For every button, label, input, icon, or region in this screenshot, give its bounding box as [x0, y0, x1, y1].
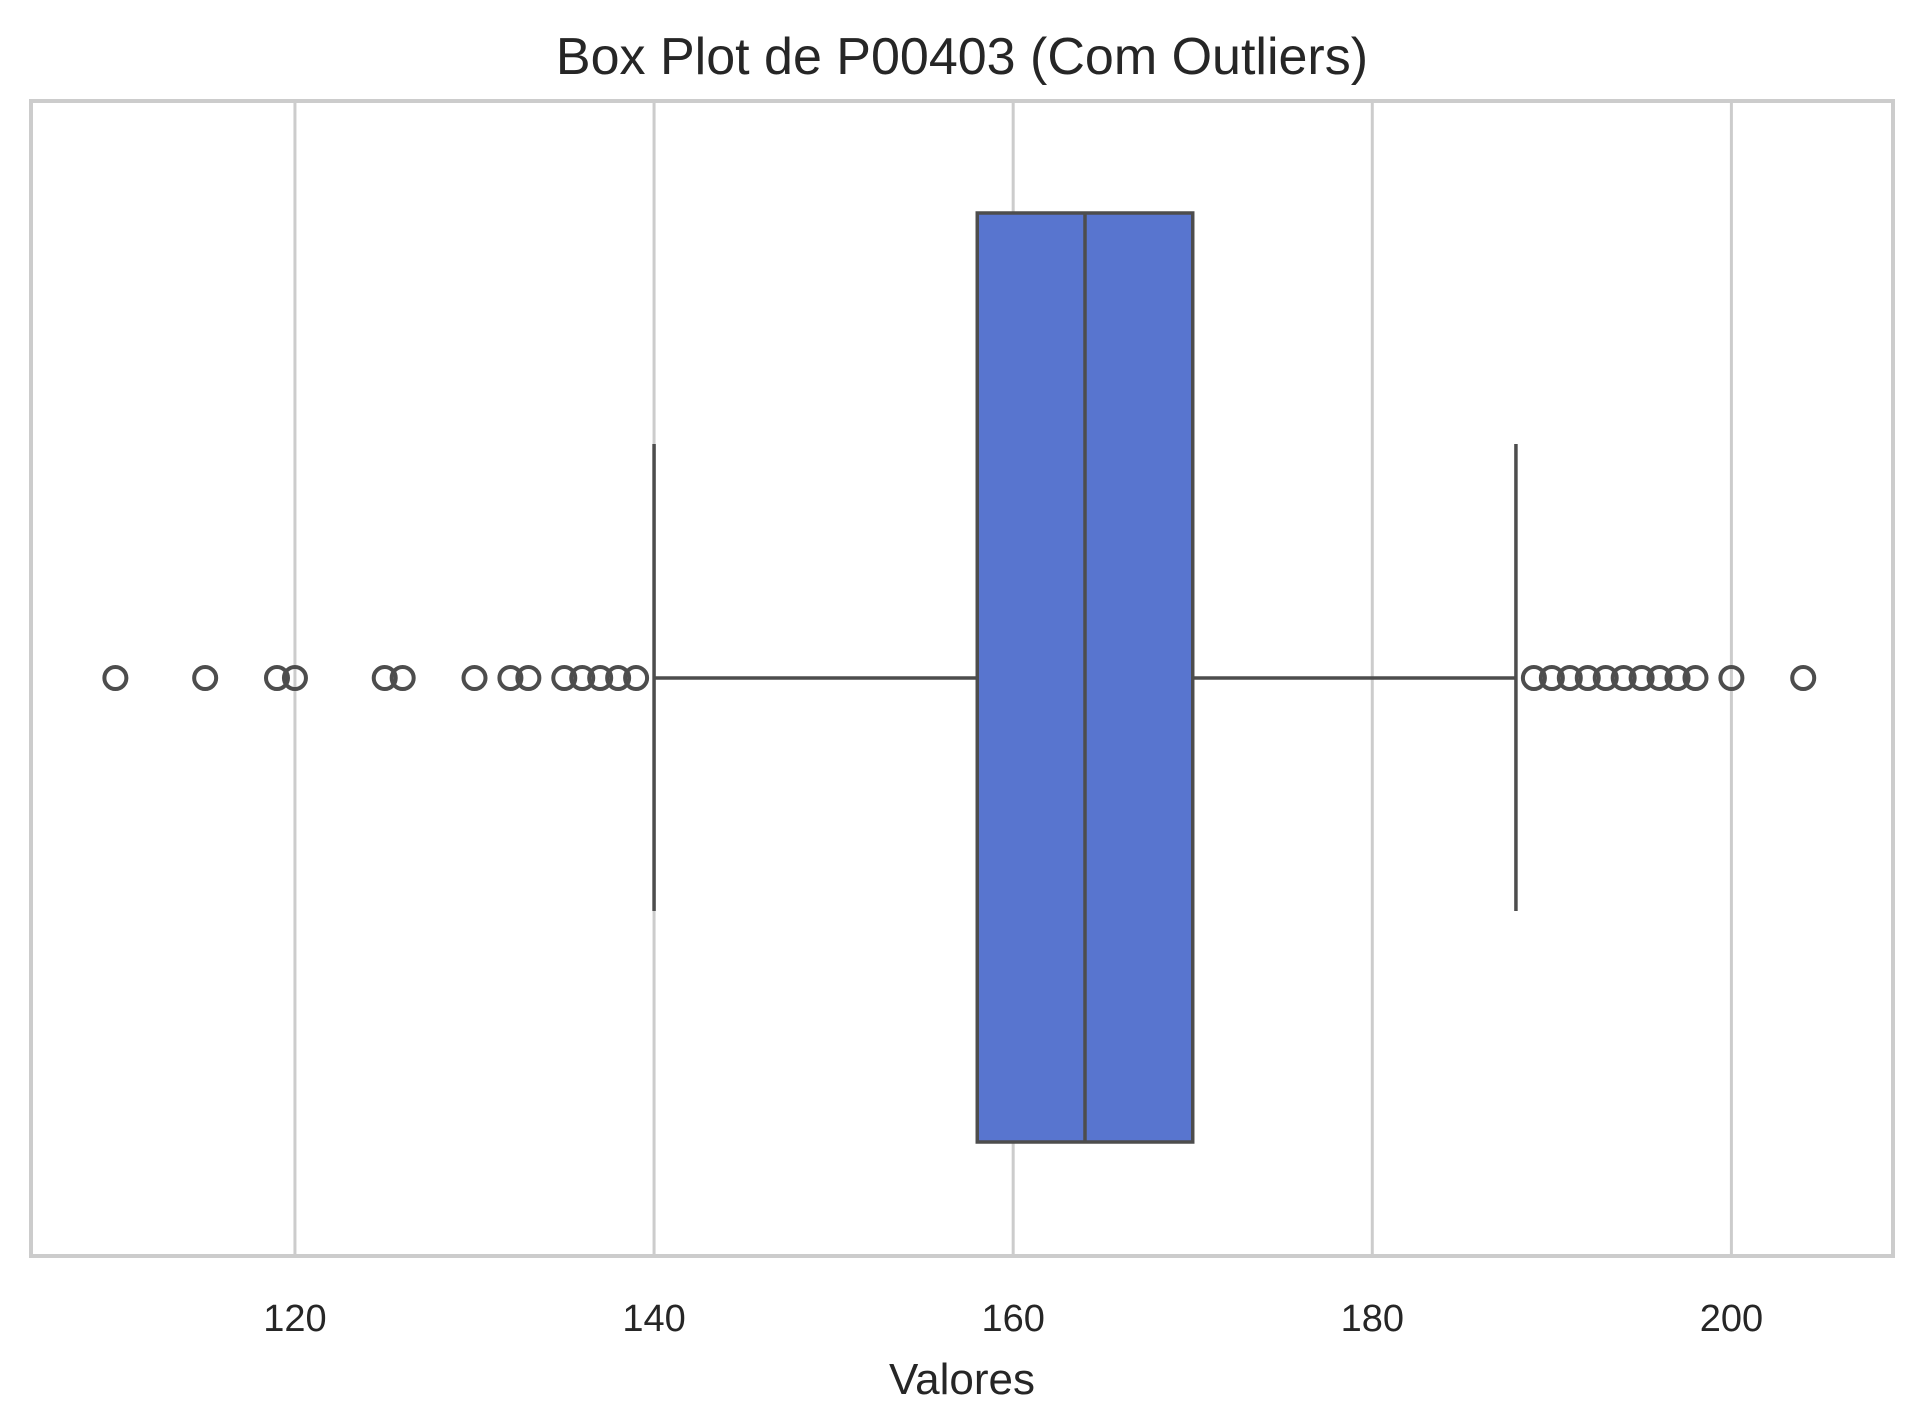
box-layer	[652, 211, 1518, 1144]
outlier-point	[371, 665, 398, 691]
outlier-point	[623, 665, 650, 691]
x-tick-label: 160	[981, 1298, 1044, 1340]
outlier-point	[1574, 665, 1601, 691]
x-axis-label: Valores	[889, 1355, 1035, 1404]
x-tick-label: 200	[1700, 1298, 1763, 1340]
outlier-point	[1556, 665, 1583, 691]
x-tick-label: 180	[1341, 1298, 1404, 1340]
outlier-point	[281, 665, 308, 691]
outlier-point	[192, 665, 219, 691]
outlier-point	[551, 665, 578, 691]
outlier-point	[1790, 665, 1817, 691]
outlier-point	[1718, 665, 1745, 691]
x-tick-label: 120	[263, 1298, 326, 1340]
outlier-point	[1682, 665, 1709, 691]
outlier-point	[1592, 665, 1619, 691]
outlier-point	[1538, 665, 1565, 691]
outlier-point	[263, 665, 290, 691]
outlier-point	[569, 665, 596, 691]
outlier-point	[497, 665, 524, 691]
outlier-point	[1628, 665, 1655, 691]
outlier-point	[461, 665, 488, 691]
outlier-point	[389, 665, 416, 691]
outlier-point	[515, 665, 542, 691]
outlier-point	[102, 665, 129, 691]
chart-title: Box Plot de P00403 (Com Outliers)	[556, 28, 1368, 86]
outlier-point	[1610, 665, 1637, 691]
tick-layer: 120 140 160 180 200	[263, 1298, 1763, 1340]
plot-frame	[29, 99, 1895, 1258]
outlier-point	[587, 665, 614, 691]
outlier-point	[1664, 665, 1691, 691]
outlier-point	[1520, 665, 1547, 691]
outlier-point	[605, 665, 632, 691]
outlier-point	[1646, 665, 1673, 691]
outlier-layer	[102, 665, 1817, 691]
x-tick-label: 140	[622, 1298, 685, 1340]
